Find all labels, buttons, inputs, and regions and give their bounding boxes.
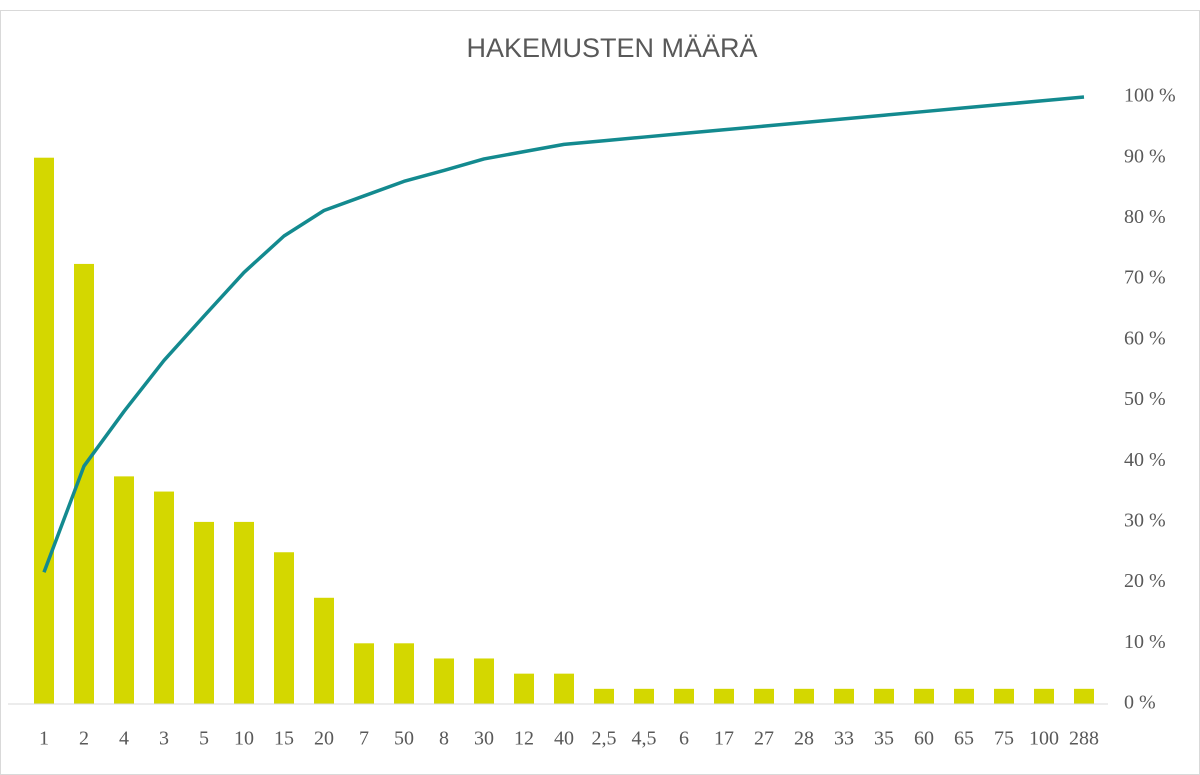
- y2-tick-label: 20 %: [1124, 570, 1166, 592]
- y2-tick-label: 60 %: [1124, 327, 1166, 349]
- x-tick-label: 35: [874, 728, 894, 750]
- bar: [754, 688, 774, 704]
- y2-tick-label: 100 %: [1124, 85, 1176, 107]
- bar: [114, 476, 134, 704]
- bar: [474, 658, 494, 704]
- bar: [874, 688, 894, 704]
- y2-tick-label: 0 %: [1124, 692, 1156, 714]
- x-tick-label: 20: [314, 728, 334, 750]
- x-tick-label: 2: [79, 728, 89, 750]
- bar: [354, 643, 374, 704]
- y2-tick-label: 80 %: [1124, 206, 1166, 228]
- x-tick-label: 8: [439, 728, 449, 750]
- bar: [714, 688, 734, 704]
- bar: [74, 263, 94, 704]
- y2-tick-label: 90 %: [1124, 145, 1166, 167]
- bar: [194, 521, 214, 704]
- bar: [154, 491, 174, 704]
- chart-frame: [0, 10, 1200, 775]
- bar: [954, 688, 974, 704]
- x-tick-label: 28: [794, 728, 814, 750]
- x-tick-label: 27: [754, 728, 774, 750]
- x-tick-label: 40: [554, 728, 574, 750]
- x-tick-label: 6: [679, 728, 689, 750]
- bar: [314, 597, 334, 704]
- x-tick-label: 50: [394, 728, 414, 750]
- x-tick-label: 33: [834, 728, 854, 750]
- bar: [594, 688, 614, 704]
- chart-title: HAKEMUSTEN MÄÄRÄ: [466, 33, 757, 63]
- x-tick-label: 1: [39, 728, 49, 750]
- x-tick-label: 7: [359, 728, 369, 750]
- bar: [514, 673, 534, 704]
- y2-tick-label: 10 %: [1124, 631, 1166, 653]
- bar: [674, 688, 694, 704]
- bar: [634, 688, 654, 704]
- x-tick-label: 3: [159, 728, 169, 750]
- bar: [434, 658, 454, 704]
- bar: [554, 673, 574, 704]
- bar: [274, 552, 294, 704]
- x-tick-label: 30: [474, 728, 494, 750]
- bar: [794, 688, 814, 704]
- x-tick-label: 75: [994, 728, 1014, 750]
- y2-tick-label: 70 %: [1124, 267, 1166, 289]
- x-tick-label: 100: [1029, 728, 1059, 750]
- x-tick-label: 60: [914, 728, 934, 750]
- y2-tick-label: 40 %: [1124, 449, 1166, 471]
- cumulative-line: [42, 95, 1085, 573]
- x-tick-label: 288: [1069, 728, 1099, 750]
- x-tick-label: 4,5: [632, 728, 657, 750]
- x-tick-label: 12: [514, 728, 534, 750]
- x-tick-label: 15: [274, 728, 294, 750]
- x-tick-label: 2,5: [592, 728, 617, 750]
- x-tick-label: 17: [714, 728, 734, 750]
- bar: [1034, 688, 1054, 704]
- y2-tick-label: 30 %: [1124, 509, 1166, 531]
- x-tick-label: 5: [199, 728, 209, 750]
- bar: [994, 688, 1014, 704]
- x-tick-label: 65: [954, 728, 974, 750]
- x-tick-label: 10: [234, 728, 254, 750]
- x-tick-label: 4: [119, 728, 129, 750]
- bar: [1074, 688, 1094, 704]
- bar: [834, 688, 854, 704]
- bar: [914, 688, 934, 704]
- bar: [234, 521, 254, 704]
- bar: [34, 157, 54, 704]
- y2-tick-label: 50 %: [1124, 388, 1166, 410]
- bar: [394, 643, 414, 704]
